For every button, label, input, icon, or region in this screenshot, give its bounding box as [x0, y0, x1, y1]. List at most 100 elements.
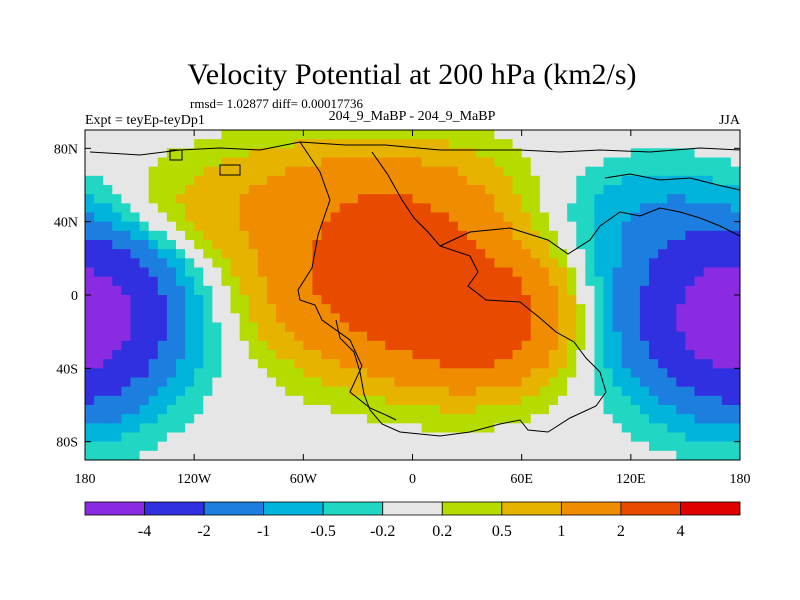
field-cell — [385, 203, 395, 214]
field-cell — [703, 185, 714, 195]
field-cell — [221, 304, 232, 314]
field-cell — [121, 450, 132, 460]
field-cell — [521, 230, 532, 241]
field-cell — [266, 377, 277, 388]
field-cell — [121, 221, 132, 232]
field-cell — [730, 386, 740, 397]
field-cell — [612, 166, 623, 177]
field-cell — [85, 405, 95, 415]
field-cell — [230, 139, 241, 149]
field-cell — [139, 221, 150, 232]
field-cell — [612, 157, 623, 168]
field-cell — [567, 221, 577, 232]
field-cell — [403, 386, 414, 397]
field-cell — [621, 377, 632, 388]
field-cell — [703, 130, 714, 140]
field-cell — [276, 395, 286, 406]
field-cell — [521, 331, 532, 342]
field-cell — [667, 230, 677, 241]
field-cell — [312, 295, 323, 305]
field-cell — [285, 331, 295, 342]
field-cell — [412, 359, 423, 369]
field-cell — [467, 267, 477, 278]
field-cell — [585, 157, 596, 168]
field-cell — [603, 203, 614, 214]
field-cell — [558, 203, 568, 214]
field-cell — [494, 405, 505, 415]
field-cell — [103, 240, 113, 250]
field-cell — [539, 130, 550, 140]
field-cell — [139, 359, 150, 369]
field-cell — [439, 340, 450, 351]
field-cell — [239, 405, 250, 415]
field-cell — [630, 166, 641, 177]
field-cell — [221, 322, 232, 333]
field-cell — [730, 139, 740, 149]
field-cell — [257, 368, 268, 379]
field-cell — [348, 340, 359, 351]
continent-outlines — [89, 141, 740, 437]
field-cell — [294, 322, 304, 333]
field-cell — [139, 313, 150, 324]
field-cell — [103, 304, 113, 314]
field-cell — [503, 203, 514, 214]
field-cell — [676, 139, 687, 149]
field-cell — [558, 157, 568, 168]
x-tick-label: 180 — [730, 472, 751, 487]
field-cell — [467, 249, 477, 259]
field-cell — [421, 230, 432, 241]
field-cell — [521, 322, 532, 333]
field-cell — [257, 175, 268, 186]
field-cell — [112, 240, 122, 250]
field-cell — [630, 350, 641, 360]
field-cell — [203, 414, 213, 424]
field-cell — [385, 304, 395, 314]
field-cell — [294, 340, 304, 351]
field-cell — [321, 340, 332, 351]
field-cell — [703, 203, 714, 214]
field-cell — [476, 432, 486, 443]
field-cell — [194, 139, 204, 149]
field-cell — [694, 194, 705, 204]
field-cell — [476, 313, 486, 324]
field-cell — [676, 258, 687, 269]
colorbar-swatch — [680, 501, 741, 516]
field-cell — [185, 359, 195, 369]
field-cell — [385, 405, 395, 415]
field-cell — [94, 340, 104, 351]
field-cell — [412, 377, 423, 388]
field-cell — [639, 157, 650, 168]
field-cell — [103, 194, 113, 204]
field-cell — [467, 395, 477, 406]
field-cell — [639, 130, 650, 140]
field-cell — [676, 359, 687, 369]
field-cell — [312, 221, 323, 232]
field-cell — [530, 405, 541, 415]
field-cell — [485, 395, 495, 406]
field-cell — [212, 350, 223, 360]
field-cell — [594, 276, 605, 287]
field-cell — [166, 350, 177, 360]
field-cell — [157, 175, 168, 186]
field-cell — [730, 295, 740, 305]
field-cell — [112, 395, 122, 406]
field-cell — [385, 175, 395, 186]
field-cell — [94, 130, 104, 140]
field-cell — [476, 230, 486, 241]
field-cell — [212, 414, 223, 424]
field-cell — [330, 441, 341, 452]
field-cell — [421, 139, 432, 149]
field-cell — [194, 313, 204, 324]
field-cell — [594, 359, 605, 369]
field-cell — [203, 194, 213, 204]
field-cell — [376, 377, 386, 388]
field-cell — [94, 157, 104, 168]
field-cell — [312, 368, 323, 379]
field-cell — [276, 377, 286, 388]
field-cell — [157, 331, 168, 342]
field-cell — [421, 130, 432, 140]
field-cell — [376, 322, 386, 333]
field-cell — [567, 240, 577, 250]
field-cell — [285, 414, 295, 424]
field-cell — [485, 194, 495, 204]
